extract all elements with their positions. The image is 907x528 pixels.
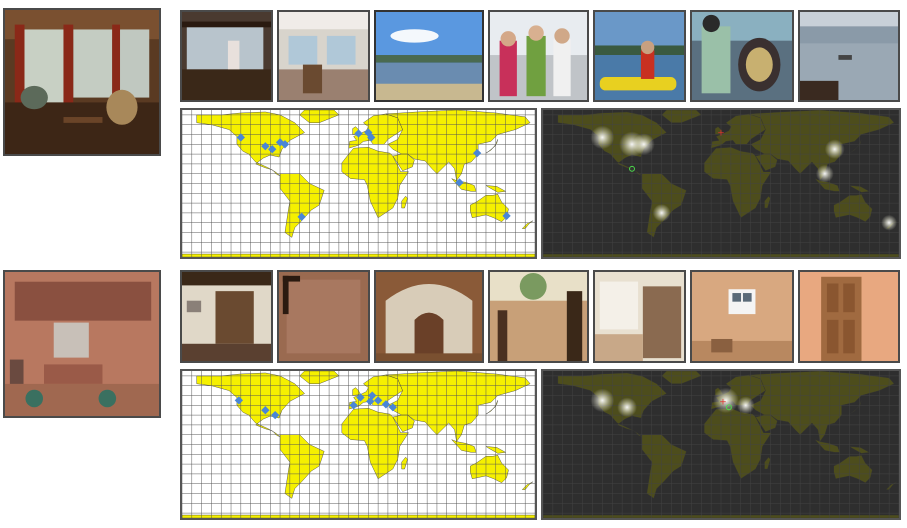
query-photo-ornate-wall (3, 270, 161, 418)
predicted-location-marker: + (719, 397, 726, 407)
scatter-map-landmass (401, 456, 408, 470)
neighbor-photo-13 (690, 270, 794, 363)
neighbor-photo-12 (593, 270, 686, 363)
density-peak (736, 396, 755, 415)
neighbor-location-marker (502, 211, 511, 220)
neighbor-photo-5 (593, 10, 686, 102)
density-peak (881, 214, 898, 231)
neighbor-photo-3 (374, 10, 484, 102)
density-peak (815, 164, 834, 183)
density-map-row-1: + (541, 108, 901, 259)
query-photo-lounge (3, 8, 161, 156)
density-peak (590, 388, 615, 413)
predicted-location-marker: + (717, 129, 724, 139)
scatter-map-row-1 (180, 108, 537, 259)
density-map-landmass (764, 456, 771, 470)
neighbor-photo-9 (277, 270, 370, 363)
density-peak (824, 139, 845, 159)
ground-truth-marker (725, 404, 732, 411)
density-map-landmass (849, 400, 862, 415)
neighbor-photo-1 (180, 10, 273, 102)
density-map-row-2: + (541, 369, 901, 520)
density-peak (713, 387, 739, 414)
neighbor-location-marker (388, 403, 397, 412)
density-map-landmass (764, 195, 771, 209)
neighbor-photo-4 (488, 10, 589, 102)
ground-truth-marker (629, 165, 635, 172)
scatter-map-landmass (485, 139, 498, 154)
density-peak (590, 125, 615, 150)
neighbor-photo-11 (488, 270, 589, 363)
scatter-map-landmass (401, 195, 408, 209)
density-peak (652, 204, 671, 222)
neighbor-photo-6 (690, 10, 794, 102)
neighbor-photo-14 (798, 270, 900, 363)
density-peak (617, 397, 637, 418)
scatter-map-landmass (451, 439, 477, 453)
density-peak (632, 133, 655, 156)
scatter-map-landmass (485, 400, 498, 415)
neighbor-photo-2 (277, 10, 370, 102)
neighbor-location-marker (280, 140, 290, 149)
density-map-landmass (814, 439, 840, 453)
neighbor-photo-7 (798, 10, 900, 102)
neighbor-photo-10 (374, 270, 484, 363)
neighbor-photo-8 (180, 270, 273, 363)
density-map-landmass (849, 139, 862, 154)
scatter-map-row-2 (180, 369, 537, 520)
